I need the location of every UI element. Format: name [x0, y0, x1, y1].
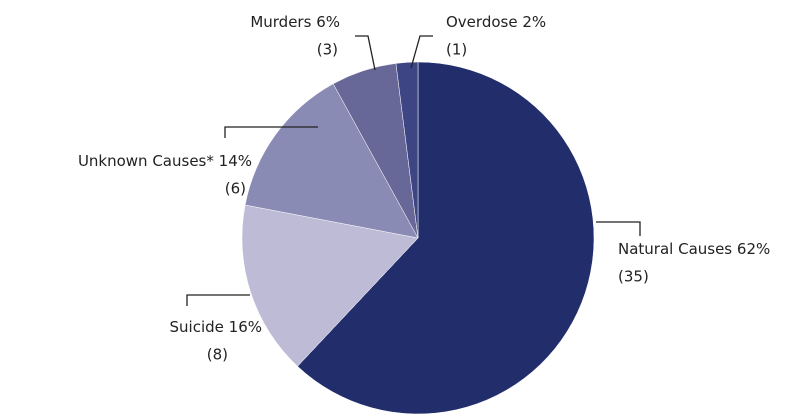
- count-label: (6): [225, 180, 246, 198]
- pie-slice: [297, 61, 595, 414]
- count-label: (8): [207, 346, 228, 364]
- slice-label: Overdose 2%: [446, 13, 546, 31]
- value-label: 6%: [316, 13, 340, 31]
- slice-label: Murders 6%: [250, 13, 340, 31]
- leader-line: [224, 126, 318, 138]
- leader-line: [186, 294, 250, 306]
- leader-line: [596, 221, 641, 236]
- slice-label: Natural Causes 62%: [618, 240, 770, 258]
- value-label: 2%: [522, 13, 546, 31]
- leader-line: [355, 35, 376, 71]
- value-label: 14%: [219, 152, 252, 170]
- pie-slice: [395, 61, 419, 239]
- category-label: Unknown Causes*: [78, 152, 214, 170]
- count-label: (35): [618, 268, 649, 286]
- value-label: 62%: [737, 240, 770, 258]
- category-label: Overdose: [446, 13, 518, 31]
- category-label: Natural Causes: [618, 240, 732, 258]
- slice-label: Suicide 16%: [170, 318, 263, 336]
- value-label: 16%: [229, 318, 262, 336]
- pie-slice: [241, 204, 419, 367]
- leader-line: [410, 35, 433, 69]
- slice-label: Unknown Causes* 14%: [78, 152, 252, 170]
- pie-slice: [244, 83, 419, 239]
- category-label: Murders: [250, 13, 311, 31]
- count-label: (1): [446, 41, 467, 59]
- count-label: (3): [317, 41, 338, 59]
- category-label: Suicide: [170, 318, 224, 336]
